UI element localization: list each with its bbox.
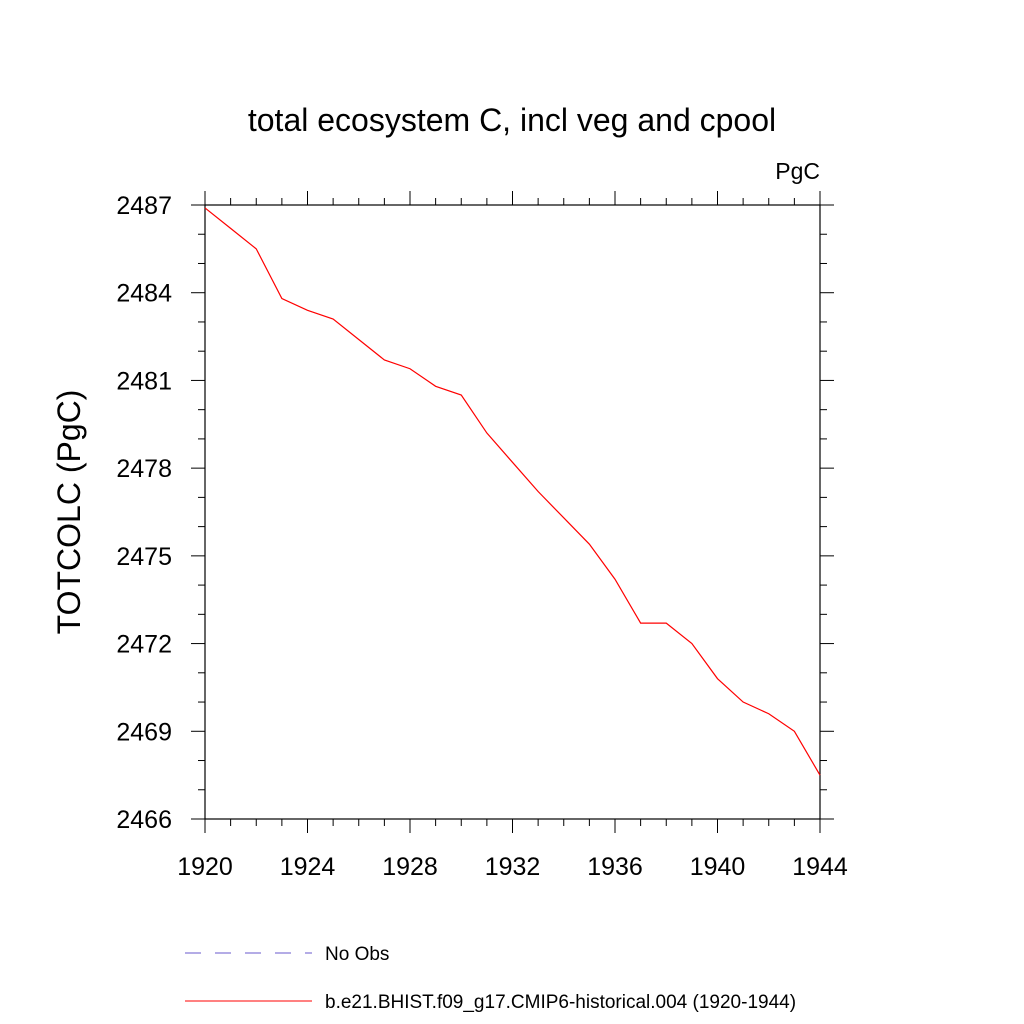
- y-tick-label: 2469: [116, 718, 172, 746]
- y-tick-label: 2475: [116, 543, 172, 571]
- legend-label: b.e21.BHIST.f09_g17.CMIP6-historical.004…: [325, 992, 796, 1013]
- x-tick-label: 1936: [587, 853, 643, 881]
- legend: No Obs b.e21.BHIST.f09_g17.CMIP6-historic…: [185, 944, 796, 1013]
- y-tick-label: 2466: [116, 806, 172, 834]
- y-tick-label: 2472: [116, 631, 172, 659]
- y-tick-label: 2478: [116, 455, 172, 483]
- tick-labels: 1920 1924 1928 1932 1936 1940 1944 2466 2469 2472…: [116, 192, 848, 881]
- x-tick-label: 1940: [690, 853, 746, 881]
- x-tick-label: 1924: [280, 853, 336, 881]
- x-tick-label: 1920: [177, 853, 233, 881]
- y-tick-label: 2481: [116, 367, 172, 395]
- legend-label: No Obs: [325, 944, 389, 965]
- x-tick-label: 1928: [382, 853, 438, 881]
- x-tick-label: 1944: [792, 853, 848, 881]
- y-tick-label: 2487: [116, 192, 172, 220]
- plot-frame: [204, 204, 821, 820]
- y-axis-label: TOTCOLC (PgC): [51, 390, 87, 635]
- series-line: [204, 207, 821, 776]
- x-tick-label: 1932: [485, 853, 541, 881]
- chart-title: total ecosystem C, incl veg and cpool: [248, 102, 776, 138]
- y-tick-label: 2484: [116, 280, 172, 308]
- axis-ticks: [191, 191, 834, 833]
- units-label: PgC: [775, 158, 820, 184]
- series-layer: [204, 207, 821, 776]
